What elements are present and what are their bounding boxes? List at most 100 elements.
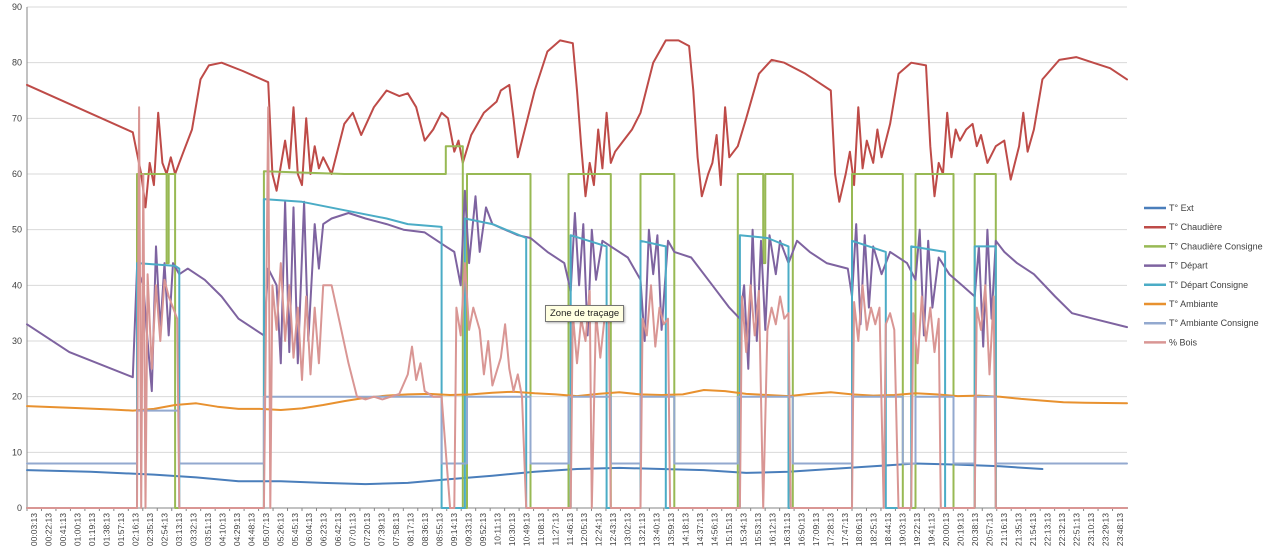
x-tick-label: 09:52:13 [478,513,488,546]
x-tick-label: 02:16:13 [131,513,141,546]
x-tick-label: 17:47:13 [840,513,850,546]
x-tick-label: 01:38:13 [102,513,112,546]
series-line [26,39,1128,209]
x-tick-label: 03:51:13 [203,513,213,546]
legend-label: % Bois [1169,337,1198,347]
legend-label: T° Ambiante [1169,299,1218,309]
x-tick-label: 15:34:13 [738,513,748,546]
x-tick-label: 07:01:13 [348,513,358,546]
x-tick-label: 14:56:13 [710,513,720,546]
series-line [26,189,1128,393]
x-tick-label: 16:12:13 [767,513,777,546]
x-tick-label: 22:51:13 [1071,513,1081,546]
x-tick-label: 13:59:13 [666,513,676,546]
y-tick-label: 70 [12,113,22,123]
x-tick-label: 14:37:13 [695,513,705,546]
x-tick-label: 18:44:13 [883,513,893,546]
x-tick-label: 16:31:13 [782,513,792,546]
x-tick-label: 11:46:13 [565,513,575,546]
plot-area-tooltip: Zone de traçage [545,305,625,322]
x-tick-label: 19:41:13 [927,513,937,546]
x-tick-label: 07:58:13 [391,513,401,546]
legend-label: T° Chaudière [1169,222,1222,232]
series-line [26,106,1128,509]
x-tick-label: 11:27:13 [550,513,560,546]
x-tick-label: 17:28:13 [825,513,835,546]
x-tick-label: 20:19:13 [956,513,966,546]
x-tick-label: 19:03:13 [898,513,908,546]
x-tick-label: 05:26:13 [275,513,285,546]
series-line [26,395,1128,465]
y-tick-label: 50 [12,225,22,235]
x-tick-label: 08:55:13 [435,513,445,546]
x-tick-label: 03:13:13 [174,513,184,546]
x-tick-label: 06:23:13 [319,513,329,546]
series-line [26,389,1128,412]
legend-label: T° Départ Consigne [1169,280,1248,290]
x-tick-label: 19:22:13 [912,513,922,546]
x-tick-label: 21:54:13 [1028,513,1038,546]
x-tick-label: 22:32:13 [1057,513,1067,546]
x-tick-label: 02:54:13 [160,513,170,546]
series-line [26,198,1128,509]
x-tick-label: 05:45:13 [290,513,300,546]
x-tick-label: 00:41:13 [58,513,68,546]
x-tick-label: 20:57:13 [985,513,995,546]
x-tick-label: 23:29:13 [1100,513,1110,546]
x-tick-label: 05:07:13 [261,513,271,546]
legend-label: T° Chaudière Consigne [1169,241,1263,251]
x-tick-label: 16:50:13 [796,513,806,546]
x-tick-label: 13:02:13 [623,513,633,546]
y-tick-label: 90 [12,2,22,12]
x-tick-label: 10:11:13 [492,513,502,546]
gridlines [27,6,1127,509]
x-tick-label: 07:39:13 [377,513,387,546]
x-axis: 00:03:13 00:22:13 00:41:13 01:00:13 01:19:13… [26,507,1127,546]
x-tick-label: 08:36:13 [420,513,430,546]
x-tick-label: 07:20:13 [362,513,372,546]
x-tick-label: 01:00:13 [73,513,83,546]
x-tick-label: 18:06:13 [854,513,864,546]
series-line [26,462,1044,486]
x-tick-label: 12:05:13 [579,513,589,546]
x-tick-label: 06:42:13 [333,513,343,546]
x-tick-label: 12:43:13 [608,513,618,546]
x-tick-label: 15:53:13 [753,513,763,546]
x-tick-label: 14:18:13 [681,513,691,546]
y-axis: 0 10 20 30 40 50 60 70 80 90 [12,2,28,513]
x-tick-label: 17:09:13 [811,513,821,546]
x-tick-label: 09:33:13 [463,513,473,546]
legend-label: T° Départ [1169,261,1208,271]
series-line [26,145,1128,509]
x-tick-label: 01:57:13 [116,513,126,546]
y-tick-label: 80 [12,58,22,68]
series-group [26,39,1128,509]
x-tick-label: 18:25:13 [869,513,879,546]
y-tick-label: 30 [12,336,22,346]
legend-label: T° Ambiante Consigne [1169,318,1259,328]
x-tick-label: 12:24:13 [594,513,604,546]
legend: T° Ext T° Chaudière T° Chaudière Consigne T… [1144,203,1263,347]
x-tick-label: 20:38:13 [970,513,980,546]
x-tick-label: 04:29:13 [232,513,242,546]
x-tick-label: 03:32:13 [188,513,198,546]
x-tick-label: 02:35:13 [145,513,155,546]
x-tick-label: 09:14:13 [449,513,459,546]
x-tick-label: 23:48:13 [1115,513,1125,546]
x-tick-label: 21:35:13 [1013,513,1023,546]
x-tick-label: 10:49:13 [521,513,531,546]
x-tick-label: 08:17:13 [406,513,416,546]
y-tick-label: 40 [12,280,22,290]
x-tick-label: 00:03:13 [29,513,39,546]
x-tick-label: 20:00:13 [941,513,951,546]
y-tick-label: 20 [12,392,22,402]
x-tick-label: 21:16:13 [999,513,1009,546]
x-tick-label: 11:08:13 [536,513,546,546]
x-tick-label: 22:13:13 [1042,513,1052,546]
x-tick-label: 23:10:13 [1086,513,1096,546]
x-tick-label: 15:15:13 [724,513,734,546]
y-tick-label: 10 [12,447,22,457]
x-tick-label: 10:30:13 [507,513,517,546]
y-tick-label: 60 [12,169,22,179]
